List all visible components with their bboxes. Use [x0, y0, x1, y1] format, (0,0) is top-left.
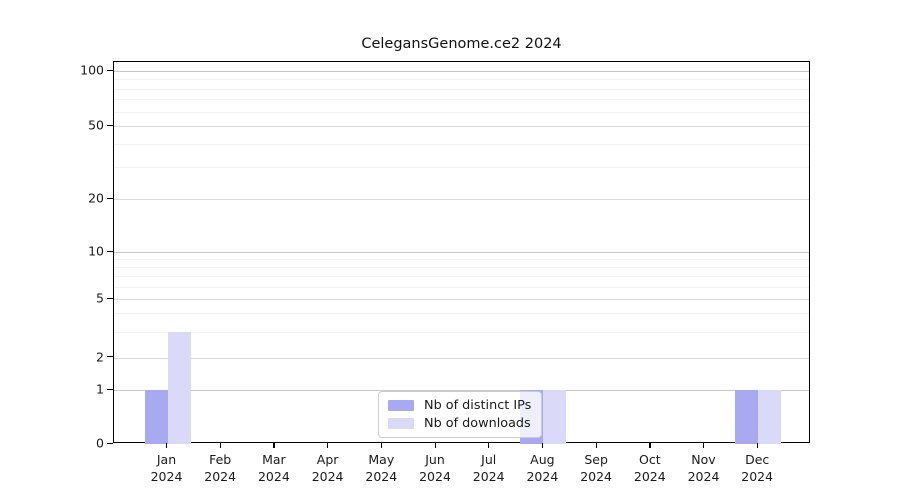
gridline-major: [114, 299, 809, 300]
legend-entry-downloads: Nb of downloads: [388, 416, 531, 431]
x-tick-label: Sep 2024: [580, 452, 612, 484]
x-tick-mark: [649, 443, 651, 448]
legend-entry-distinct-ips: Nb of distinct IPs: [388, 398, 531, 413]
x-tick-mark: [488, 443, 490, 448]
x-tick-mark: [434, 443, 436, 448]
gridline-major: [114, 126, 809, 127]
x-tick-mark: [541, 443, 544, 448]
legend: Nb of distinct IPs Nb of downloads: [378, 391, 543, 438]
y-tick-label: 100: [80, 62, 104, 78]
plot-area: [113, 61, 810, 444]
x-tick-mark: [327, 443, 329, 448]
gridline-minor: [114, 143, 809, 145]
x-tick-label: Apr 2024: [311, 452, 344, 484]
x-tick-label: Jun 2024: [419, 452, 451, 484]
gridline-minor: [114, 259, 809, 261]
gridline-minor: [114, 267, 809, 269]
x-tick-mark: [703, 443, 705, 448]
y-tick-label: 5: [96, 290, 104, 306]
y-tick-mark: [107, 388, 113, 390]
y-tick-mark: [107, 124, 113, 126]
gridline-minor: [114, 111, 809, 113]
y-tick-label: 1: [96, 381, 104, 397]
gridline-minor: [114, 88, 809, 90]
gridline-minor: [114, 166, 809, 168]
gridline-minor: [114, 276, 809, 278]
gridline-major: [114, 390, 809, 391]
bar-downloads-dec: [758, 390, 782, 444]
x-tick-label: Oct 2024: [633, 452, 666, 484]
y-tick-mark: [107, 69, 113, 71]
x-tick-mark: [380, 443, 383, 448]
y-tick-label: 20: [88, 190, 104, 206]
y-tick-mark: [107, 442, 113, 444]
x-tick-mark: [219, 443, 221, 448]
gridline-minor: [114, 313, 809, 315]
bar-downloads-jan: [167, 331, 191, 444]
y-tick-mark: [107, 197, 113, 199]
gridline-minor: [114, 286, 809, 288]
y-tick-mark: [107, 250, 113, 252]
x-tick-label: Jan 2024: [150, 452, 183, 484]
y-tick-label: 10: [88, 243, 104, 259]
legend-label-downloads: Nb of downloads: [424, 416, 531, 431]
bar-downloads-aug: [543, 390, 567, 444]
gridline-minor: [114, 99, 809, 101]
x-tick-mark: [595, 443, 597, 448]
gridline-major: [114, 252, 809, 253]
x-tick-label: Dec 2024: [741, 452, 774, 484]
legend-swatch-distinct-ips: [388, 400, 414, 411]
y-tick-mark: [107, 356, 113, 358]
gridline-major: [114, 357, 809, 359]
legend-swatch-downloads: [388, 418, 414, 429]
gridline-minor: [114, 331, 809, 333]
y-tick-label: 2: [96, 349, 104, 364]
y-tick-label: 0: [96, 435, 104, 451]
gridline-major: [114, 71, 809, 72]
y-tick-mark: [107, 297, 113, 299]
y-tick-label: 50: [88, 117, 104, 133]
x-tick-label: Feb 2024: [204, 452, 237, 484]
x-tick-mark: [166, 443, 168, 448]
x-tick-label: Aug 2024: [526, 452, 559, 484]
legend-label-distinct-ips: Nb of distinct IPs: [424, 398, 532, 413]
x-tick-label: Mar 2024: [257, 452, 290, 484]
x-tick-mark: [756, 443, 758, 448]
bar-distinct-ips-jan: [144, 390, 168, 444]
gridline-minor: [114, 79, 809, 81]
x-tick-label: Nov 2024: [687, 452, 720, 484]
x-tick-label: May 2024: [365, 452, 398, 484]
gridline-major: [114, 199, 809, 200]
x-tick-mark: [273, 443, 275, 448]
x-tick-label: Jul 2024: [472, 452, 505, 484]
bar-distinct-ips-dec: [735, 390, 759, 444]
chart-title: CelegansGenome.ce2 2024: [361, 36, 562, 52]
